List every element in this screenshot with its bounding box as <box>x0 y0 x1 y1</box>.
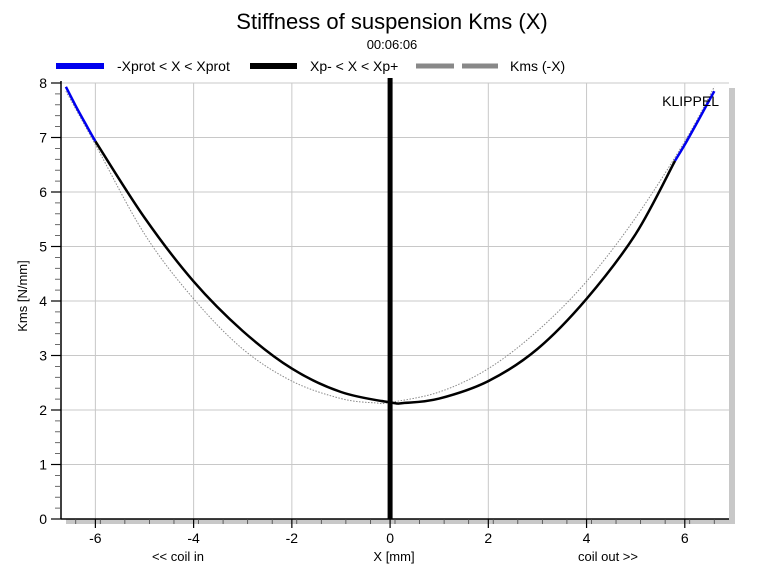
x-tick-label: 2 <box>484 530 492 546</box>
legend-label: -Xprot < X < Xprot <box>117 58 230 74</box>
chart-title: Stiffness of suspension Kms (X) <box>236 9 547 34</box>
frame-shadow-bottom <box>66 519 734 524</box>
series-xprot-right <box>673 90 716 162</box>
series-xprot-left <box>64 86 97 142</box>
series-group <box>64 78 716 519</box>
series-kms-mirrored <box>65 86 715 405</box>
grid <box>60 81 735 524</box>
legend-label: Xp- < X < Xp+ <box>310 58 398 74</box>
x-tick-label: -4 <box>187 530 200 546</box>
y-tick-label: 7 <box>39 130 47 146</box>
y-tick-label: 2 <box>39 402 47 418</box>
x-tick-label: 6 <box>681 530 689 546</box>
legend-label: Kms (-X) <box>510 58 565 74</box>
watermark: KLIPPEL <box>662 93 719 109</box>
y-tick-label: 4 <box>39 293 47 309</box>
y-axis-label: Kms [N/mm] <box>15 260 30 332</box>
ticks: 0 1 2 3 4 5 6 7 8 -6 -4 -2 0 2 4 6 <box>39 75 715 546</box>
y-tick-label: 1 <box>39 457 47 473</box>
y-tick-label: 6 <box>39 184 47 200</box>
legend: -Xprot < X < Xprot Xp- < X < Xp+ Kms (-X) <box>56 58 565 74</box>
x-tick-label: 0 <box>386 530 394 546</box>
series-xp-range <box>94 140 677 405</box>
y-tick-label: 3 <box>39 348 47 364</box>
x-axis-label: X [mm] <box>373 549 414 564</box>
x-tick-label: 4 <box>583 530 591 546</box>
x-axis-label-right: coil out >> <box>578 549 638 564</box>
y-tick-label: 0 <box>39 511 47 527</box>
y-tick-label: 8 <box>39 75 47 91</box>
frame-shadow-right <box>729 88 735 524</box>
x-tick-label: -2 <box>286 530 299 546</box>
x-tick-label: -6 <box>89 530 102 546</box>
chart-subtitle: 00:06:06 <box>367 37 418 52</box>
x-axis-label-left: << coil in <box>152 549 204 564</box>
y-tick-label: 5 <box>39 239 47 255</box>
